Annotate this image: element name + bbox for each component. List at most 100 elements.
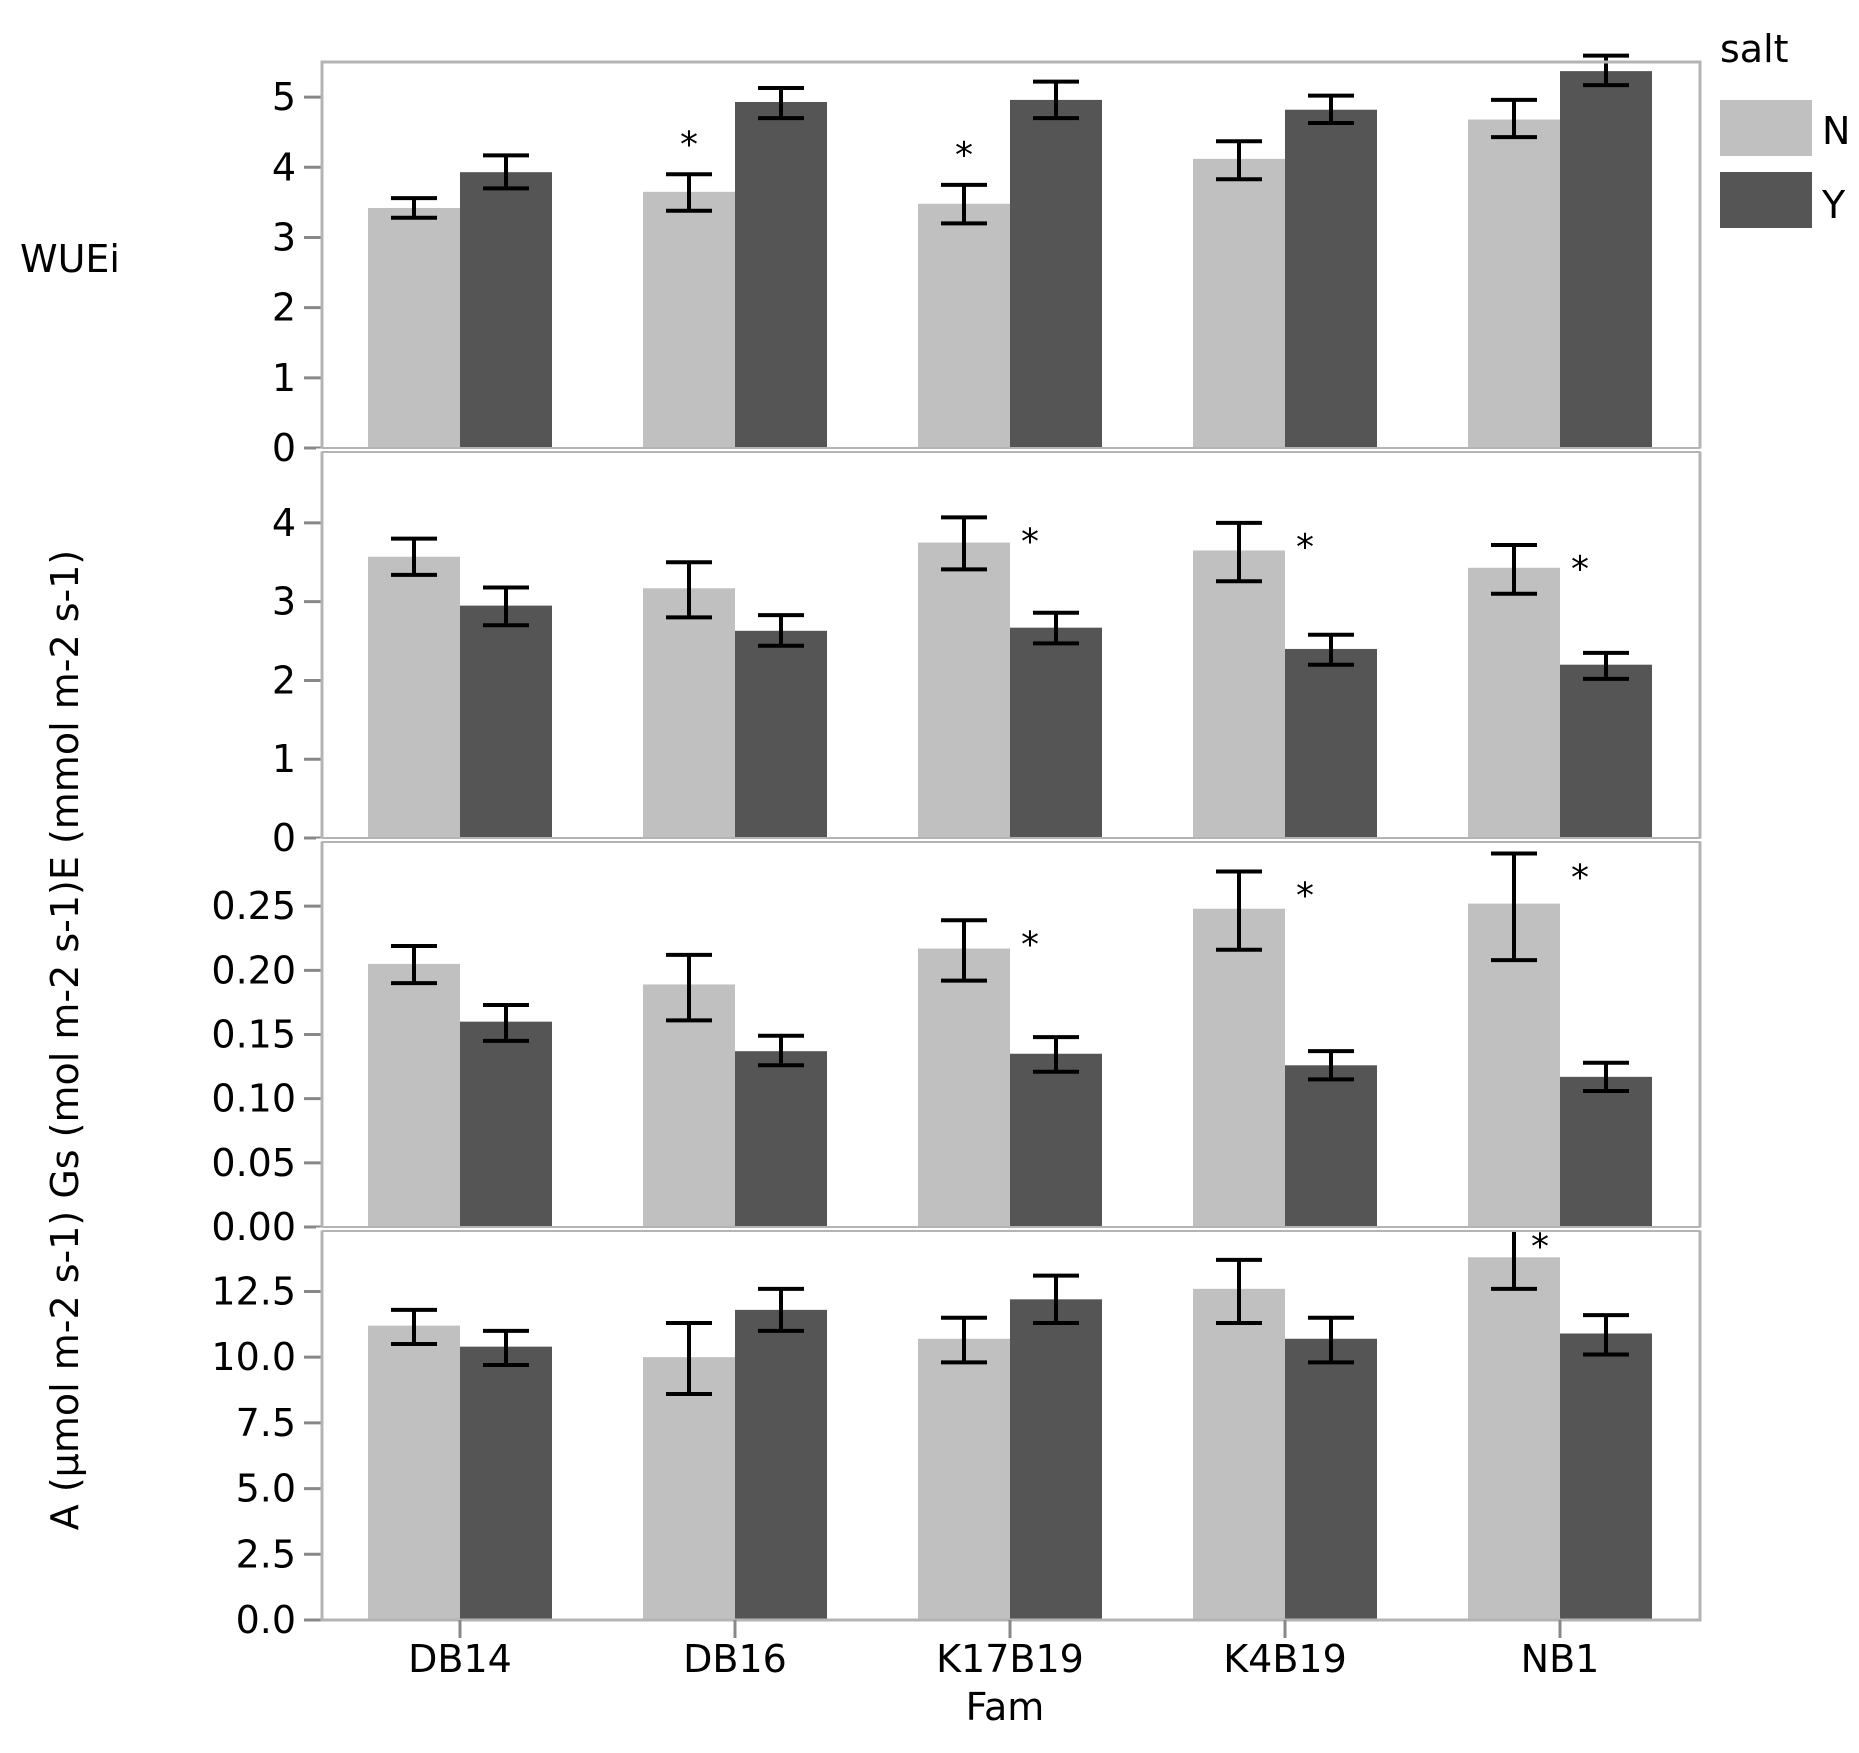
y-tick-label: 5.0 [236,1467,296,1511]
error-bar [1583,1313,1629,1357]
panel-0: * * 0 1 2 3 4 5 [272,53,1652,470]
bar-e-nb1-y [1560,664,1652,838]
significance-star: * [1021,924,1039,965]
y-tick-label: 3 [272,580,296,624]
error-bar [666,172,712,213]
bar-gs-db16-n [643,984,735,1227]
y-tick-label: 0.05 [211,1141,296,1185]
combined-y-axis-title: A (µmol m-2 s-1) Gs (mol m-2 s-1)E (mmol… [43,550,87,1530]
error-bar [1216,1257,1262,1325]
error-bar [941,182,987,226]
y-tick-label: 0.25 [211,884,296,928]
y-tick-label: 2 [272,286,296,330]
bar-wuei-db16-y [735,102,827,449]
bar-wuei-nb1-n [1468,119,1560,449]
y-tick-label: 0.00 [211,1205,296,1249]
error-bar [1216,139,1262,182]
bar-wuei-db16-n [643,191,735,448]
bar-e-k17b19-y [1010,627,1102,838]
bar-a-db14-y [460,1346,552,1620]
significance-star: * [1571,549,1589,590]
error-bar [391,536,437,577]
y-tick-label: 0 [272,816,296,860]
bar-gs-k4b19-y [1285,1065,1377,1227]
x-axis-title: Fam [966,1685,1045,1729]
y-tick-label: 5 [272,75,296,119]
error-bar [483,1002,529,1043]
error-bar [1216,869,1262,952]
error-bar [758,613,804,648]
x-tick-label: DB14 [408,1637,512,1681]
bar-a-nb1-y [1560,1333,1652,1620]
error-bar [758,1286,804,1333]
wuei-panel-label: WUEi [20,237,120,281]
bar-gs-db16-y [735,1051,827,1227]
legend-label-n: N [1822,109,1850,153]
error-bar [1583,650,1629,681]
significance-star: * [955,135,973,176]
bar-wuei-db14-y [460,172,552,448]
error-bar [1033,610,1079,646]
y-tick-label: 1 [272,356,296,400]
error-bar [391,1307,437,1347]
panel-1: * * * 0 1 2 3 4 [272,452,1652,860]
y-tick-label: 0.10 [211,1077,296,1121]
x-tick-label: NB1 [1521,1637,1600,1681]
error-bar [391,196,437,220]
error-bar [1308,1049,1354,1082]
bar-e-k4b19-y [1285,648,1377,838]
significance-star: * [1296,876,1314,917]
y-tick-label: 0.20 [211,948,296,992]
error-bar [1583,1060,1629,1093]
legend: salt N Y [1720,27,1850,228]
bar-a-nb1-n [1468,1257,1560,1620]
y-tick-label: 2 [272,658,296,702]
error-bar [1308,93,1354,126]
bar-gs-db14-y [460,1021,552,1227]
bar-a-k4b19-n [1193,1288,1285,1620]
bar-a-k17b19-n [918,1338,1010,1620]
y-tick-label: 1 [272,737,296,781]
y-tick-label: 12.5 [211,1269,296,1313]
bar-gs-k4b19-n [1193,908,1285,1227]
error-bar [666,560,712,620]
error-bar [941,918,987,983]
x-tick-label: K4B19 [1223,1637,1347,1681]
x-tick-label: K17B19 [936,1637,1084,1681]
bar-wuei-k4b19-n [1193,158,1285,449]
bar-gs-db14-n [368,963,460,1227]
error-bar [1491,542,1537,596]
bar-e-db14-y [460,605,552,838]
y-tick-label: 10.0 [211,1335,296,1379]
error-bar [758,85,804,121]
error-bar [483,1328,529,1368]
legend-swatch-y [1720,172,1812,228]
bar-a-k17b19-y [1010,1299,1102,1620]
panel-2: * * * 0.00 0.05 0.10 0.15 0.20 0.25 [211,842,1652,1249]
y-tick-label: 4 [272,145,296,189]
y-tick-label: 2.5 [236,1532,296,1576]
error-bar [391,943,437,986]
error-bar [941,515,987,572]
y-tick-label: 0.0 [236,1598,296,1642]
bar-wuei-k17b19-n [918,203,1010,448]
bar-e-db16-n [643,588,735,838]
error-bar [483,153,529,191]
significance-star: * [1296,527,1314,568]
y-tick-label: 3 [272,215,296,259]
bar-e-k4b19-n [1193,550,1285,838]
bar-wuei-nb1-y [1560,71,1652,449]
error-bar [1491,97,1537,140]
bar-wuei-k17b19-y [1010,99,1102,448]
error-bar [758,1033,804,1068]
error-bar [1308,1315,1354,1365]
bar-e-db16-y [735,630,827,838]
y-tick-label: 7.5 [236,1401,296,1445]
y-tick-label: 0 [272,426,296,470]
error-bar [1033,79,1079,121]
y-tick-label: 4 [272,501,296,545]
y-tick-label: 0.15 [211,1013,296,1057]
bar-wuei-k4b19-y [1285,109,1377,448]
bar-a-k4b19-y [1285,1338,1377,1620]
